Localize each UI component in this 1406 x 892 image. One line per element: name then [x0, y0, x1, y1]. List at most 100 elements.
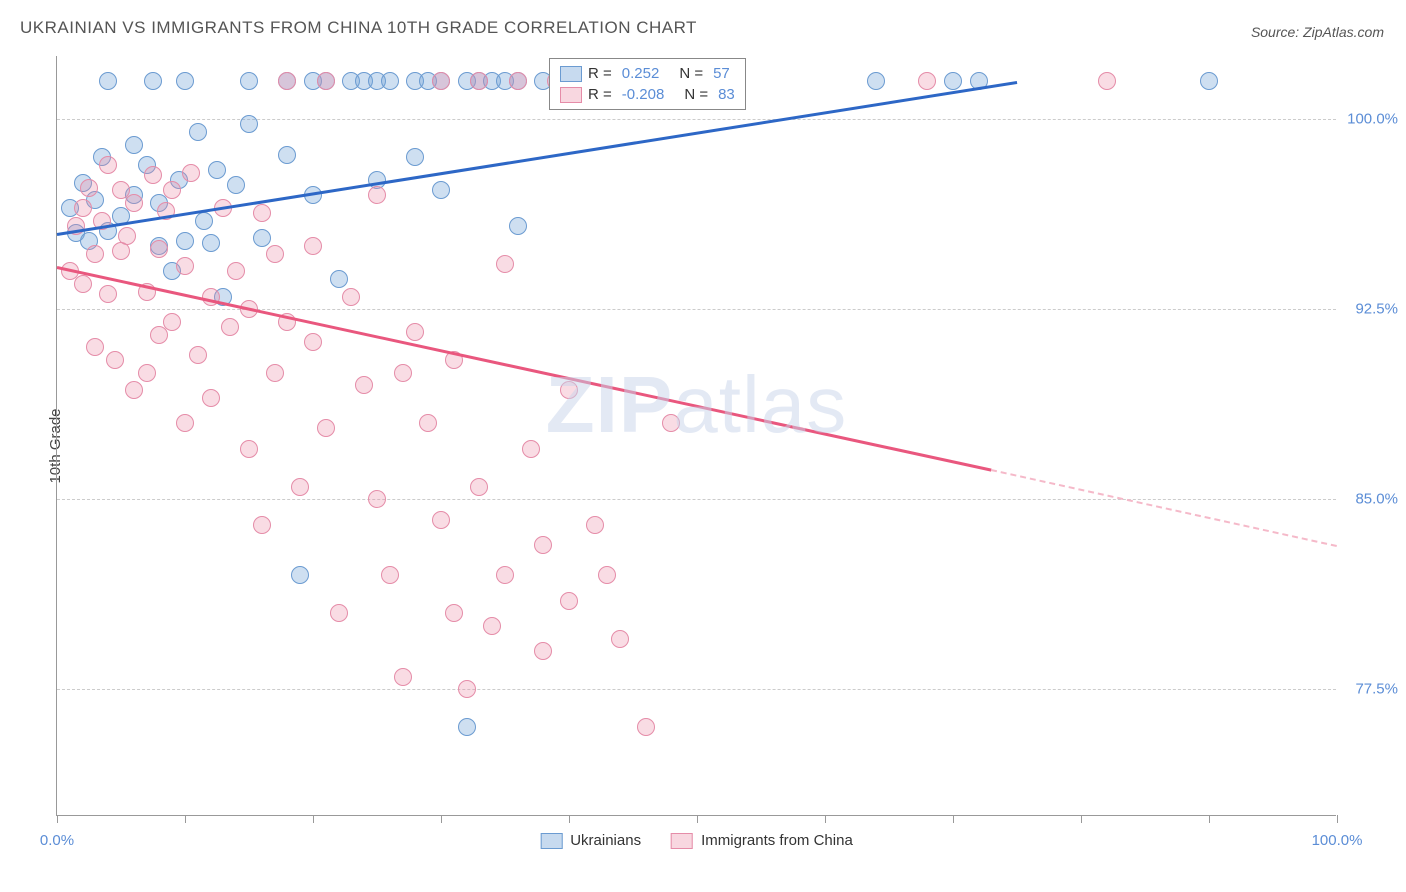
scatter-point	[304, 237, 322, 255]
scatter-point	[867, 72, 885, 90]
xtick	[697, 815, 698, 823]
scatter-point	[522, 440, 540, 458]
xtick	[1081, 815, 1082, 823]
scatter-point	[278, 146, 296, 164]
scatter-point	[304, 333, 322, 351]
scatter-point	[496, 566, 514, 584]
plot-area: ZIPatlas R = 0.252 N = 57 R = -0.208 N =…	[56, 56, 1336, 816]
scatter-point	[189, 346, 207, 364]
scatter-point	[291, 566, 309, 584]
scatter-point	[189, 123, 207, 141]
n-prefix: N =	[679, 65, 703, 82]
stats-legend-row-a: R = 0.252 N = 57	[560, 63, 735, 84]
stats-legend: R = 0.252 N = 57 R = -0.208 N = 83	[549, 58, 746, 110]
scatter-point	[330, 270, 348, 288]
scatter-point	[125, 194, 143, 212]
scatter-point	[99, 156, 117, 174]
watermark-bold: ZIP	[546, 360, 673, 449]
scatter-point	[195, 212, 213, 230]
scatter-point	[138, 364, 156, 382]
scatter-point	[381, 72, 399, 90]
legend-label-ukrainians: Ukrainians	[570, 832, 641, 849]
scatter-point	[125, 136, 143, 154]
ytick-label: 85.0%	[1355, 491, 1398, 508]
scatter-point	[176, 72, 194, 90]
scatter-point	[611, 630, 629, 648]
scatter-point	[253, 204, 271, 222]
legend-label-china: Immigrants from China	[701, 832, 853, 849]
scatter-point	[586, 516, 604, 534]
scatter-point	[99, 285, 117, 303]
scatter-point	[560, 592, 578, 610]
scatter-point	[355, 376, 373, 394]
scatter-point	[176, 257, 194, 275]
scatter-point	[944, 72, 962, 90]
r-value-china: -0.208	[622, 86, 665, 103]
legend-swatch-china	[671, 833, 693, 849]
r-prefix: R =	[588, 65, 612, 82]
scatter-point	[266, 364, 284, 382]
xtick	[1209, 815, 1210, 823]
scatter-point	[240, 72, 258, 90]
scatter-point	[86, 338, 104, 356]
legend-swatch-china	[560, 87, 582, 103]
source-attribution: Source: ZipAtlas.com	[1251, 24, 1384, 40]
scatter-point	[317, 72, 335, 90]
scatter-point	[368, 186, 386, 204]
scatter-point	[208, 161, 226, 179]
scatter-point	[1200, 72, 1218, 90]
scatter-point	[509, 72, 527, 90]
scatter-point	[381, 566, 399, 584]
scatter-point	[144, 72, 162, 90]
scatter-point	[317, 419, 335, 437]
scatter-point	[144, 166, 162, 184]
scatter-point	[80, 179, 98, 197]
scatter-point	[918, 72, 936, 90]
scatter-point	[342, 288, 360, 306]
scatter-point	[330, 604, 348, 622]
ytick-label: 92.5%	[1355, 301, 1398, 318]
scatter-point	[86, 245, 104, 263]
scatter-point	[470, 72, 488, 90]
scatter-point	[291, 478, 309, 496]
scatter-point	[534, 642, 552, 660]
xtick-label-left: 0.0%	[40, 832, 74, 849]
scatter-point	[445, 604, 463, 622]
scatter-point	[163, 313, 181, 331]
scatter-point	[394, 364, 412, 382]
bottom-legend-item-a: Ukrainians	[540, 832, 641, 849]
trend-line	[991, 469, 1337, 547]
scatter-point	[227, 176, 245, 194]
scatter-point	[458, 718, 476, 736]
scatter-point	[202, 234, 220, 252]
scatter-point	[240, 440, 258, 458]
bottom-legend: Ukrainians Immigrants from China	[540, 832, 853, 849]
scatter-point	[253, 229, 271, 247]
n-value-china: 83	[718, 86, 735, 103]
scatter-point	[99, 72, 117, 90]
chart-title: UKRAINIAN VS IMMIGRANTS FROM CHINA 10TH …	[20, 18, 697, 38]
scatter-point	[637, 718, 655, 736]
n-prefix: N =	[684, 86, 708, 103]
scatter-point	[227, 262, 245, 280]
scatter-point	[240, 115, 258, 133]
scatter-point	[662, 414, 680, 432]
scatter-point	[509, 217, 527, 235]
scatter-point	[278, 72, 296, 90]
scatter-point	[432, 72, 450, 90]
ytick-label: 77.5%	[1355, 681, 1398, 698]
scatter-point	[406, 323, 424, 341]
legend-swatch-ukrainians	[560, 66, 582, 82]
n-value-ukrainians: 57	[713, 65, 730, 82]
stats-legend-row-b: R = -0.208 N = 83	[560, 84, 735, 105]
scatter-point	[266, 245, 284, 263]
scatter-point	[74, 275, 92, 293]
scatter-point	[496, 255, 514, 273]
xtick	[57, 815, 58, 823]
r-value-ukrainians: 0.252	[622, 65, 660, 82]
scatter-point	[560, 381, 578, 399]
xtick	[569, 815, 570, 823]
scatter-point	[163, 181, 181, 199]
scatter-point	[176, 414, 194, 432]
xtick	[441, 815, 442, 823]
